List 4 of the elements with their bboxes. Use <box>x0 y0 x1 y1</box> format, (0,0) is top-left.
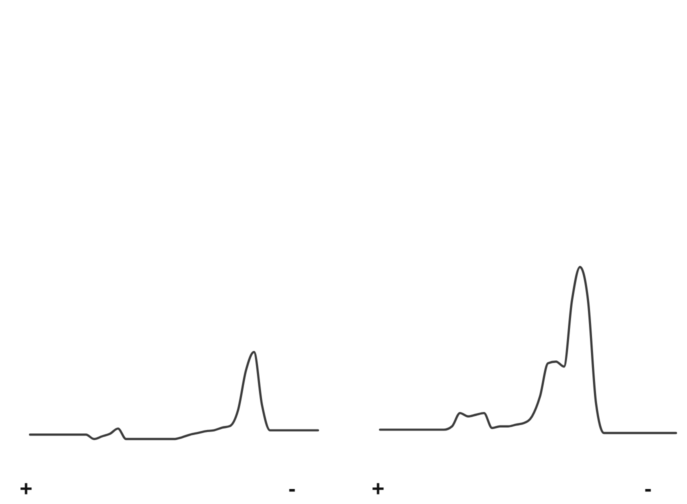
text: - <box>644 476 652 501</box>
text: - <box>288 476 296 501</box>
text: + <box>372 476 384 501</box>
text: + <box>20 476 32 501</box>
